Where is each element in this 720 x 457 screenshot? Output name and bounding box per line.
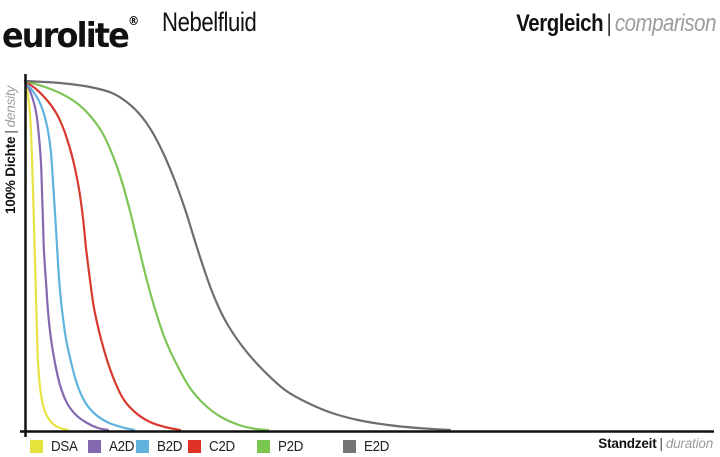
curve-e2d [23,79,452,432]
x-axis-label-english: duration [665,436,713,451]
registered-trademark-mark: ® [127,14,140,28]
curve-p2d [23,79,270,432]
y-axis-label: 100% Dichte | density [3,86,18,214]
curve-b2d [23,79,136,432]
y-axis-label-german: 100% Dichte [3,136,18,214]
title-separator: | [606,10,612,37]
y-axis-label-english: density [3,85,18,128]
title-german: Vergleich [516,10,604,37]
title-english: comparison [614,10,717,37]
y-axis-label-separator: | [3,130,18,134]
curve-c2d [23,79,182,432]
product-line-label: Nebelfluid [162,7,257,37]
curve-a2d [23,79,110,432]
x-axis-label-german: Standzeit [598,436,657,451]
eurolite-logo: eurolite® [2,2,139,55]
curve-dsa [23,79,70,432]
brand-header: eurolite® Nebelfluid [2,2,277,55]
x-axis-label: Standzeit | duration [598,436,713,451]
logo-text: eurolite [2,16,130,56]
page-title: Vergleich | comparison [516,10,716,38]
x-axis-label-separator: | [659,436,664,451]
